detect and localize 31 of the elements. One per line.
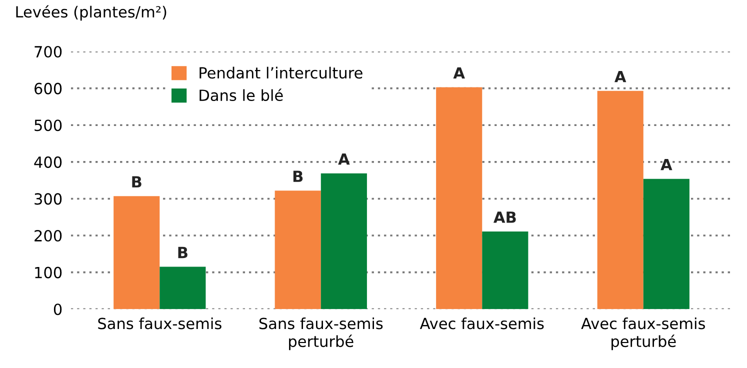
y-axis-title: Levées (plantes/m²)	[16, 5, 166, 21]
annotation: A	[660, 158, 672, 170]
legend-label: Dans le blé	[200, 88, 283, 102]
annotation: AB	[494, 212, 516, 223]
annotation: B	[132, 176, 142, 188]
bar	[320, 173, 367, 310]
y-tick-label: 100	[35, 266, 62, 278]
bar	[114, 196, 160, 310]
bar	[436, 87, 482, 310]
y-tick-label: 300	[34, 193, 62, 205]
y-tick-label: 0	[54, 304, 62, 316]
bar	[160, 266, 206, 310]
annotation: A	[453, 67, 465, 78]
legend-label: Pendant l’interculture	[200, 66, 362, 79]
annotation: B	[178, 246, 188, 258]
bar	[274, 190, 321, 310]
x-tick-label: Sans faux-semis	[98, 317, 222, 330]
bar	[597, 90, 644, 310]
annotation: A	[614, 71, 626, 82]
x-tick-label: Sans faux-semis perturbé	[259, 317, 383, 350]
y-tick-label: 600	[34, 82, 62, 94]
annotation: A	[338, 153, 350, 165]
bar	[643, 178, 690, 310]
bar	[482, 231, 528, 310]
annotation: B	[293, 170, 303, 182]
x-tick-label: Avec faux-semis	[420, 317, 544, 330]
y-tick-label: 400	[34, 156, 62, 168]
y-tick-label: 200	[34, 230, 62, 242]
x-tick-label: Avec faux-semis perturbé	[581, 317, 705, 350]
y-tick-label: 700	[34, 46, 62, 58]
y-tick-label: 500	[34, 120, 62, 132]
